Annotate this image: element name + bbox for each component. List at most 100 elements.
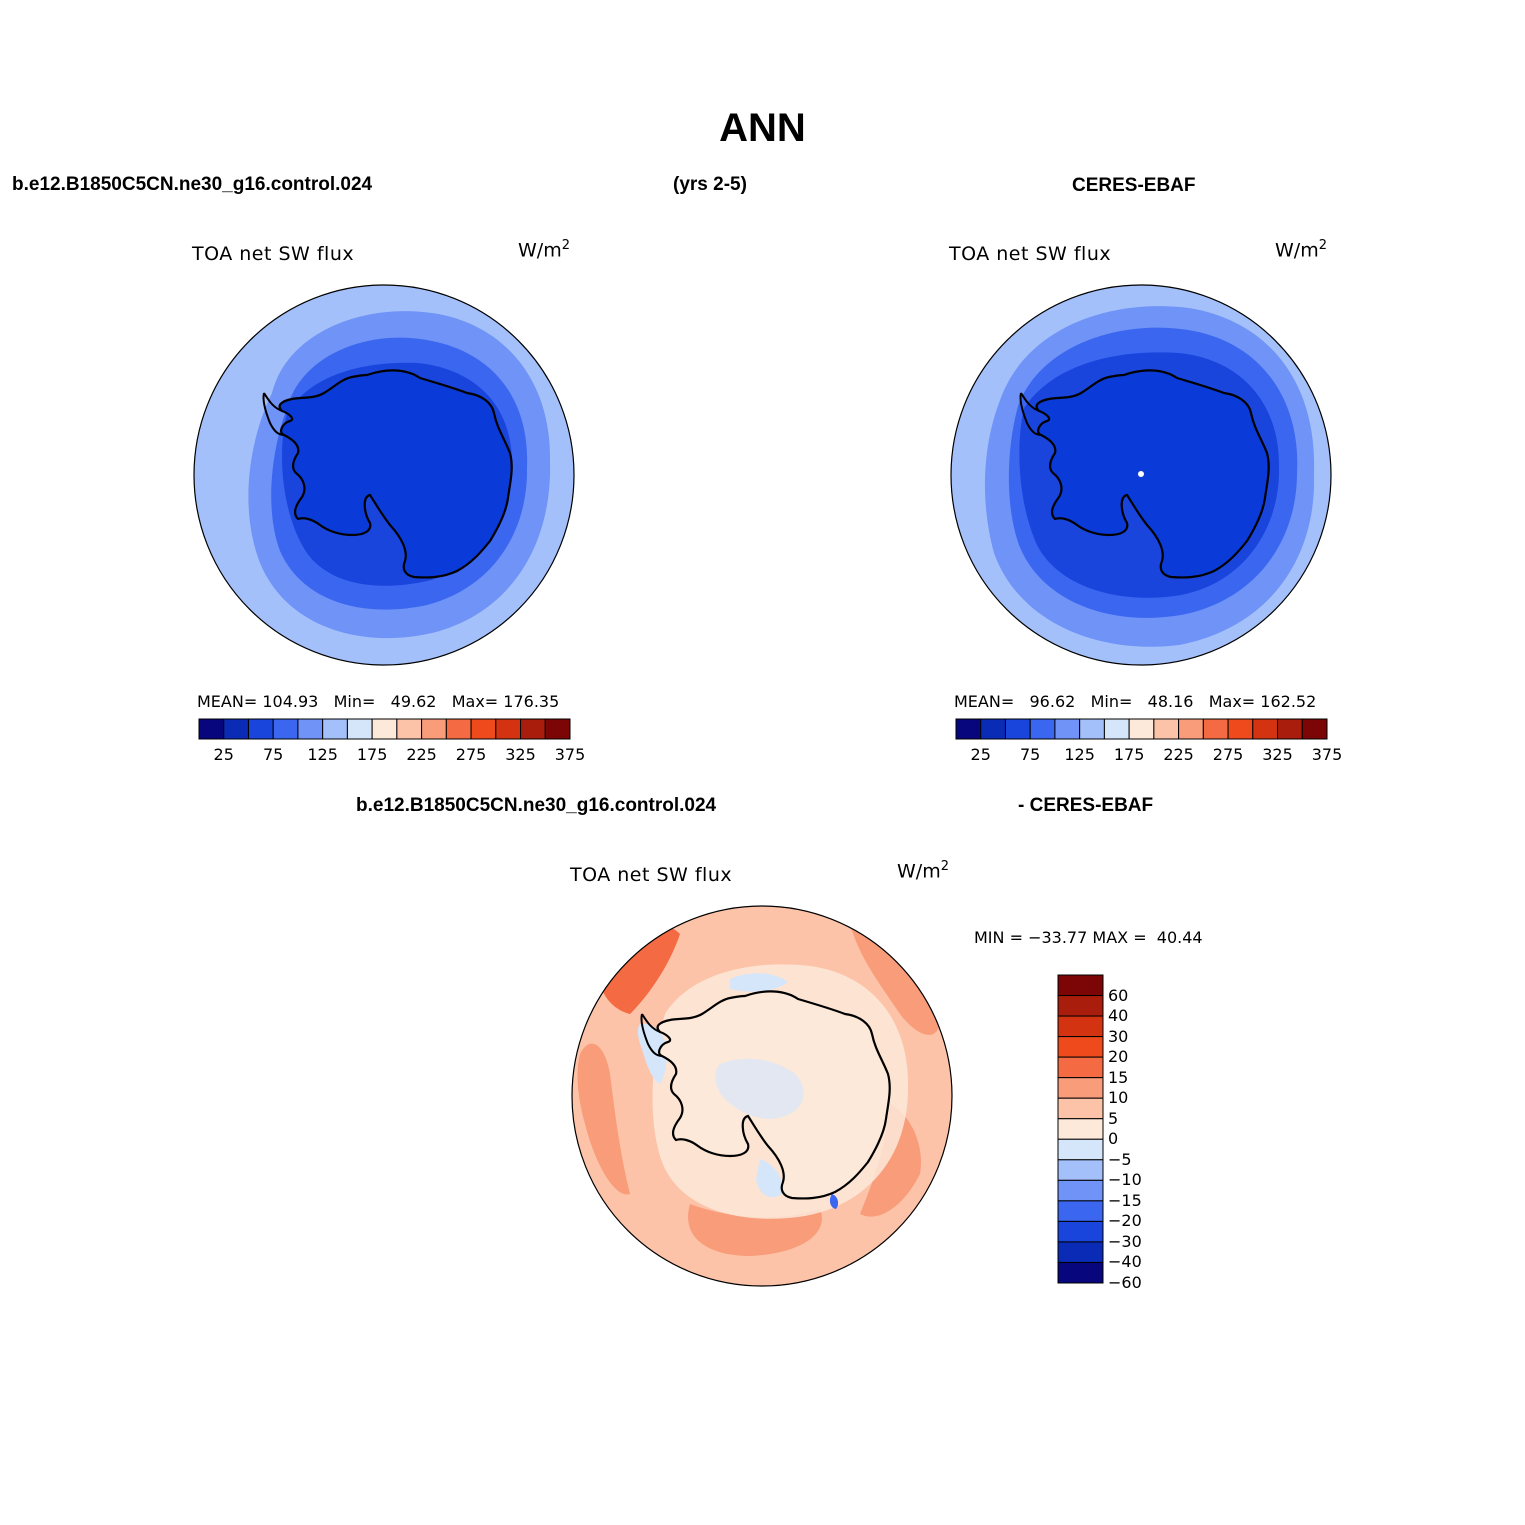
colorbar-tick-label: 225 [406,745,437,764]
colorbar-swatch [1153,718,1180,740]
diff-units-text: W/m [897,860,941,883]
colorbar-swatch [495,718,522,740]
diff-colorbar-swatch [1057,1077,1104,1099]
diff-colorbar-swatch [1057,1056,1104,1079]
diff-blue-core [829,1194,839,1209]
colorbar-tick-label: 175 [356,745,388,764]
colorbar-tick-label: 375 [1311,745,1343,764]
obs-case-header: CERES-EBAF [1072,175,1196,196]
diff-colorbar-swatch [1057,1159,1104,1181]
diff-colorbar-tick-label: 60 [1108,985,1129,1005]
obs-peninsula [1019,392,1042,436]
colorbar-swatch [371,718,398,740]
diff-peninsula [640,1013,663,1057]
colorbar-tick-label: 225 [1163,745,1194,764]
colorbar-tick-label: 275 [455,745,487,764]
model-min-value: 49.62 [390,692,437,711]
obs-units-text: W/m [1275,239,1319,262]
colorbar-swatch [1054,718,1081,740]
model-colorbar [198,718,571,740]
obs-units-sup: 2 [1318,238,1327,253]
model-panel-title: TOA net SW flux [192,243,355,265]
colorbar-swatch [544,718,571,740]
diff-min-label: MIN = [974,928,1023,947]
obs-mean-label: MEAN= [954,692,1015,711]
model-units-text: W/m [518,239,562,262]
diff-colorbar-tick-label: 40 [1108,1006,1129,1026]
colorbar-tick-label: 125 [307,745,338,764]
diff-colorbar-tick-label: −10 [1108,1170,1142,1190]
diff-colorbar-swatch [1057,1241,1104,1263]
colorbar-swatch [980,718,1006,740]
diff-colorbar-tick-label: −40 [1108,1252,1142,1272]
colorbar-tick-label: 25 [213,745,234,764]
diff-colorbar-tick-label: 10 [1108,1088,1129,1108]
colorbar-swatch [247,718,274,740]
model-mean-label: MEAN= [197,692,258,711]
obs-colorbar [955,718,1328,740]
colorbar-tick-label: 75 [1020,745,1041,764]
colorbar-swatch [1029,718,1056,740]
obs-panel-units: W/m2 [1275,238,1327,261]
obs-polar-map [950,284,1332,666]
diff-colorbar-swatch [1057,1097,1104,1120]
colorbar-tick-label: 75 [263,745,284,764]
diff-colorbar-swatch [1057,1179,1104,1202]
obs-max-label: Max= [1208,692,1256,711]
diff-red-patch-se [860,1104,921,1217]
colorbar-swatch [272,718,299,740]
diff-max-label: MAX = [1092,928,1147,947]
colorbar-swatch [346,718,373,740]
colorbar-tick-label: 25 [970,745,991,764]
diff-case-header: b.e12.B1850C5CN.ne30_g16.control.024 [356,795,717,816]
diff-colorbar-tick-label: −30 [1108,1231,1142,1251]
diff-stats: MIN = −33.77 MAX = 40.44 [974,928,1203,947]
diff-blue-patch-3 [730,973,788,992]
diff-obs-header: - CERES-EBAF [1018,795,1154,816]
colorbar-swatch [322,718,348,740]
model-stats: MEAN= 104.93 Min= 49.62 Max= 176.35 [197,692,559,711]
colorbar-swatch [396,718,423,740]
colorbar-tick-label: 275 [1212,745,1244,764]
model-units-sup: 2 [561,238,570,253]
model-max-value: 176.35 [503,692,560,711]
diff-colorbar-tick-label: 20 [1108,1047,1129,1067]
diff-colorbar-tick-label: 0 [1108,1129,1119,1149]
figure-title: ANN [719,106,806,150]
model-min-label: Min= [333,692,376,711]
model-antarctica [278,369,513,579]
obs-min-label: Min= [1090,692,1133,711]
diff-panel-title: TOA net SW flux [570,864,733,886]
obs-mean-value: 96.62 [1029,692,1076,711]
diff-colorbar-tick-label: 30 [1108,1026,1129,1046]
diff-ice-blue-interior [715,1058,804,1119]
obs-antarctica [1035,369,1270,579]
colorbar-swatch [445,718,472,740]
diff-blue-patch-2 [756,1159,783,1198]
model-polar-map [193,284,575,666]
obs-panel-title: TOA net SW flux [949,243,1112,265]
diff-colorbar-tick-label: −20 [1108,1211,1142,1231]
diff-colorbar-tick-label: −15 [1108,1190,1142,1210]
obs-pole-marker [1138,471,1144,477]
diff-colorbar-tick-label: −5 [1108,1149,1132,1169]
colorbar-swatch [1202,718,1229,740]
colorbar-swatch [1277,718,1303,740]
model-peninsula [262,392,285,436]
colorbar-swatch [1301,718,1328,740]
colorbar-swatch [520,718,546,740]
model-panel-units: W/m2 [518,238,570,261]
colorbar-swatch [955,718,982,740]
colorbar-tick-label: 175 [1113,745,1145,764]
colorbar-swatch [1227,718,1254,740]
colorbar-tick-label: 125 [1064,745,1095,764]
colorbar-swatch [1103,718,1130,740]
diff-units-sup: 2 [940,859,949,874]
diff-colorbar-swatch [1057,1138,1104,1161]
diff-colorbar-swatch [1057,1036,1104,1058]
diff-colorbar-tick-label: −60 [1108,1273,1142,1292]
obs-max-value: 162.52 [1260,692,1317,711]
diff-colorbar-swatch [1057,1220,1104,1243]
diff-colorbar-tick-label: 5 [1108,1108,1119,1128]
colorbar-swatch [1178,718,1204,740]
